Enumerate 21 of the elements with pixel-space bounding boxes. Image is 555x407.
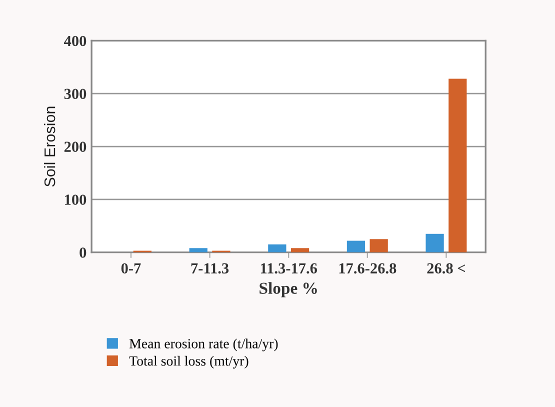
legend-label: Mean erosion rate (t/ha/yr): [129, 338, 278, 352]
x-tick-label: 17.6-26.8: [339, 263, 396, 274]
bar: [290, 248, 310, 252]
y-tick-label: 0: [80, 247, 86, 258]
bar: [346, 240, 366, 252]
y-tick-label: 100: [65, 194, 86, 205]
bar: [189, 248, 208, 252]
bar: [426, 234, 444, 252]
x-tick-label: 11.3-17.6: [260, 263, 318, 274]
y-axis-title: Soil Erosion: [44, 106, 56, 187]
y-tick-label: 200: [64, 142, 86, 152]
x-tick-label: 0-7: [121, 263, 141, 274]
x-tick-label: 7-11.3: [191, 263, 229, 274]
x-axis-title: Slope %: [260, 282, 317, 298]
bar: [448, 78, 467, 252]
bar: [370, 239, 388, 252]
bar: [268, 244, 286, 252]
legend-label: Total soil loss (mt/yr): [129, 356, 248, 369]
y-tick-label: 400: [64, 36, 86, 46]
y-tick-label: 300: [64, 88, 86, 100]
x-tick-label: 26.8 <: [427, 263, 466, 274]
